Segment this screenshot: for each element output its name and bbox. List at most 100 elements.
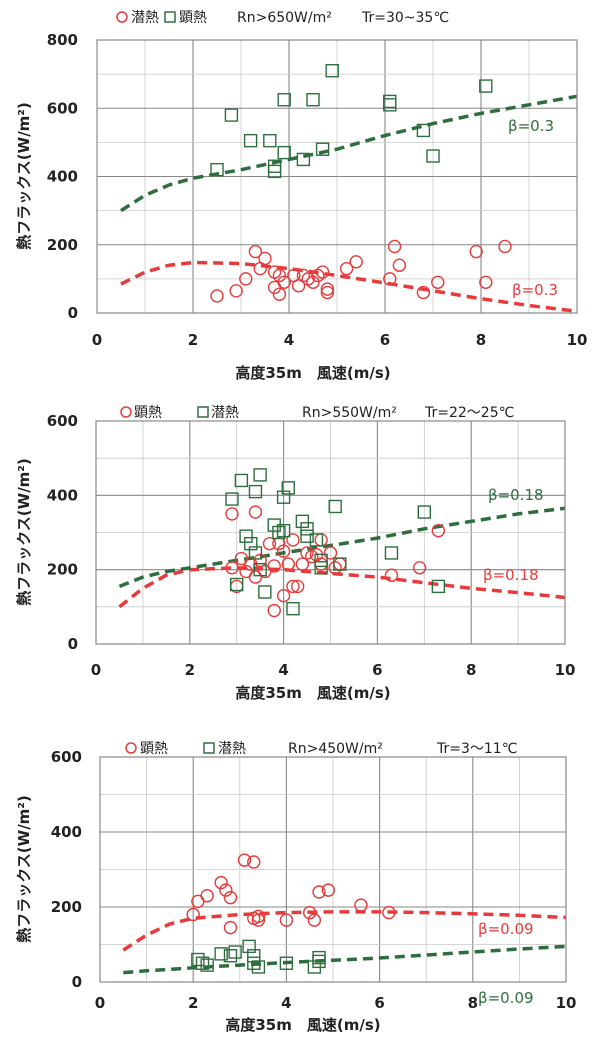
data-point-circle [320,285,335,300]
data-point-square [277,93,291,107]
fit-line-red [122,910,567,952]
condition-tr: Tr=22～25℃ [424,405,514,421]
data-point-circle [276,544,291,558]
data-point-square [383,94,397,109]
legend-circle-marker [116,11,128,23]
x-tick-label: 0 [92,331,102,349]
data-point-circle [186,907,200,922]
data-point-square [253,562,267,577]
data-point-circle [281,557,295,571]
x-ticks: 0 2 4 6 8 10 [91,661,576,679]
x-tick-label: 6 [372,661,382,679]
data-point-square [279,956,294,970]
data-point-circle [237,853,252,867]
data-point-circle [384,568,399,582]
legend: 顕熱 潜熱 Rn>450W/m² Tr=3～11℃ [125,741,517,757]
data-point-circle [349,255,363,269]
data-point-circle [387,239,402,254]
x-tick-label: 6 [380,331,390,349]
data-point-square [210,162,224,177]
data-point-square [195,956,210,970]
data-point-square [247,949,261,963]
y-tick-label: 0 [68,304,78,322]
y-tick-label: 400 [51,823,82,841]
legend-circle-marker [125,742,137,754]
data-point-square [314,561,328,575]
data-point-circle [258,251,272,266]
legend-circle-marker [120,406,132,418]
x-tick-label: 2 [188,331,198,349]
beta-label-green: β=0.09 [478,989,534,1007]
condition-rn: Rn>450W/m² [288,741,383,757]
x-tick-label: 2 [185,661,195,679]
plot-frame [95,420,566,645]
data-point-circle [320,282,335,296]
legend-square-marker [164,11,176,23]
grid [100,757,566,982]
data-point-circle [251,909,266,924]
data-point-circle [200,889,214,903]
y-tick-label: 400 [47,168,78,186]
data-point-square [417,505,431,519]
data-point-circle [219,883,233,897]
data-point-circle [431,275,445,289]
data-point-circle [253,553,267,568]
data-point-square [248,546,263,560]
data-point-circle [416,285,431,300]
data-point-circle [262,536,277,551]
y-tick-label: 600 [51,748,82,766]
data-point-square [314,553,328,568]
data-point-circle [354,898,368,912]
data-point-circle [247,855,261,869]
data-point-circle [382,905,396,920]
legend-square-marker [197,406,209,418]
x-tick-label: 10 [567,331,588,349]
x-tick-label: 2 [188,994,198,1012]
legend-label-2: 潜熱 [218,741,246,757]
data-point-circle [412,561,427,575]
legend-label-1: 顕熱 [134,405,162,421]
data-point-square [214,947,228,961]
x-ticks: 0 2 4 6 8 10 [95,994,577,1012]
chart-sensible-latent-winter: 0 200 400 600 0 2 4 6 8 10 β=0.09 β=0.09 顕熱 潜熱 R… [15,741,577,1034]
x-tick-label: 8 [466,661,476,679]
data-point-square [431,579,446,594]
data-point-square [277,145,291,160]
data-point-circle [306,275,320,289]
data-point-square [383,98,397,112]
x-tick-label: 10 [555,661,576,679]
fit-lines [118,506,566,609]
data-point-square [328,499,342,514]
data-point-square [225,492,239,506]
data-point-square [223,949,238,963]
data-points [186,853,396,974]
data-point-circle [223,890,238,905]
plot-frame [99,756,567,983]
x-tick-label: 10 [556,994,577,1012]
data-point-circle [323,546,338,560]
legend-label-1: 顕熱 [140,741,168,757]
y-tick-label: 0 [68,635,78,653]
y-axis-title: 熱フラックス(W/m²) [15,795,33,943]
x-tick-label: 0 [91,661,101,679]
data-point-circle [276,588,291,603]
legend-label-2: 潜熱 [211,405,239,421]
data-point-square [295,514,310,529]
fit-line-red [118,566,566,609]
x-axis-title: 高度35m 風速(m/s) [235,364,390,382]
beta-label-red: β=0.18 [483,566,539,584]
data-point-circle [248,244,263,259]
y-ticks: 0 200 400 600 800 [47,31,78,322]
x-axis-title: 高度35m 風速(m/s) [235,684,390,702]
data-point-square [281,481,295,495]
data-point-square [384,546,399,560]
data-point-square [234,473,249,488]
data-point-square [426,149,440,163]
data-point-square [300,522,314,536]
y-tick-label: 600 [47,412,78,430]
x-tick-label: 8 [476,331,486,349]
data-points [225,468,446,618]
data-point-square [239,529,253,543]
data-point-circle [303,905,317,920]
legend: 潜熱 顕熱 Rn>650W/m² Tr=30~35℃ [116,10,449,26]
